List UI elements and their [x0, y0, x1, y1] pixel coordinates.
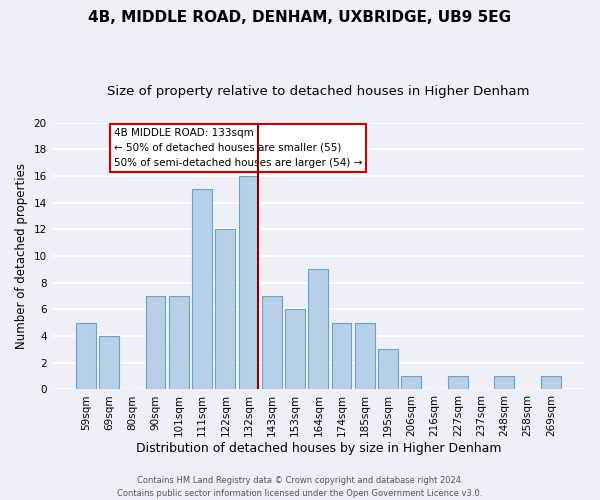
Bar — [99, 336, 119, 390]
Bar — [401, 376, 421, 390]
Bar — [308, 270, 328, 390]
Text: 4B MIDDLE ROAD: 133sqm
← 50% of detached houses are smaller (55)
50% of semi-det: 4B MIDDLE ROAD: 133sqm ← 50% of detached… — [113, 128, 362, 168]
Y-axis label: Number of detached properties: Number of detached properties — [15, 163, 28, 349]
Bar — [215, 230, 235, 390]
Bar — [285, 310, 305, 390]
Title: Size of property relative to detached houses in Higher Denham: Size of property relative to detached ho… — [107, 85, 530, 98]
Bar — [239, 176, 259, 390]
Bar — [262, 296, 282, 390]
Text: Contains HM Land Registry data © Crown copyright and database right 2024.
Contai: Contains HM Land Registry data © Crown c… — [118, 476, 482, 498]
Bar — [332, 323, 352, 390]
Bar — [355, 323, 375, 390]
X-axis label: Distribution of detached houses by size in Higher Denham: Distribution of detached houses by size … — [136, 442, 501, 455]
Bar — [494, 376, 514, 390]
Bar — [378, 350, 398, 390]
Bar — [448, 376, 468, 390]
Text: 4B, MIDDLE ROAD, DENHAM, UXBRIDGE, UB9 5EG: 4B, MIDDLE ROAD, DENHAM, UXBRIDGE, UB9 5… — [88, 10, 512, 25]
Bar — [76, 323, 95, 390]
Bar — [192, 190, 212, 390]
Bar — [541, 376, 561, 390]
Bar — [169, 296, 188, 390]
Bar — [146, 296, 166, 390]
